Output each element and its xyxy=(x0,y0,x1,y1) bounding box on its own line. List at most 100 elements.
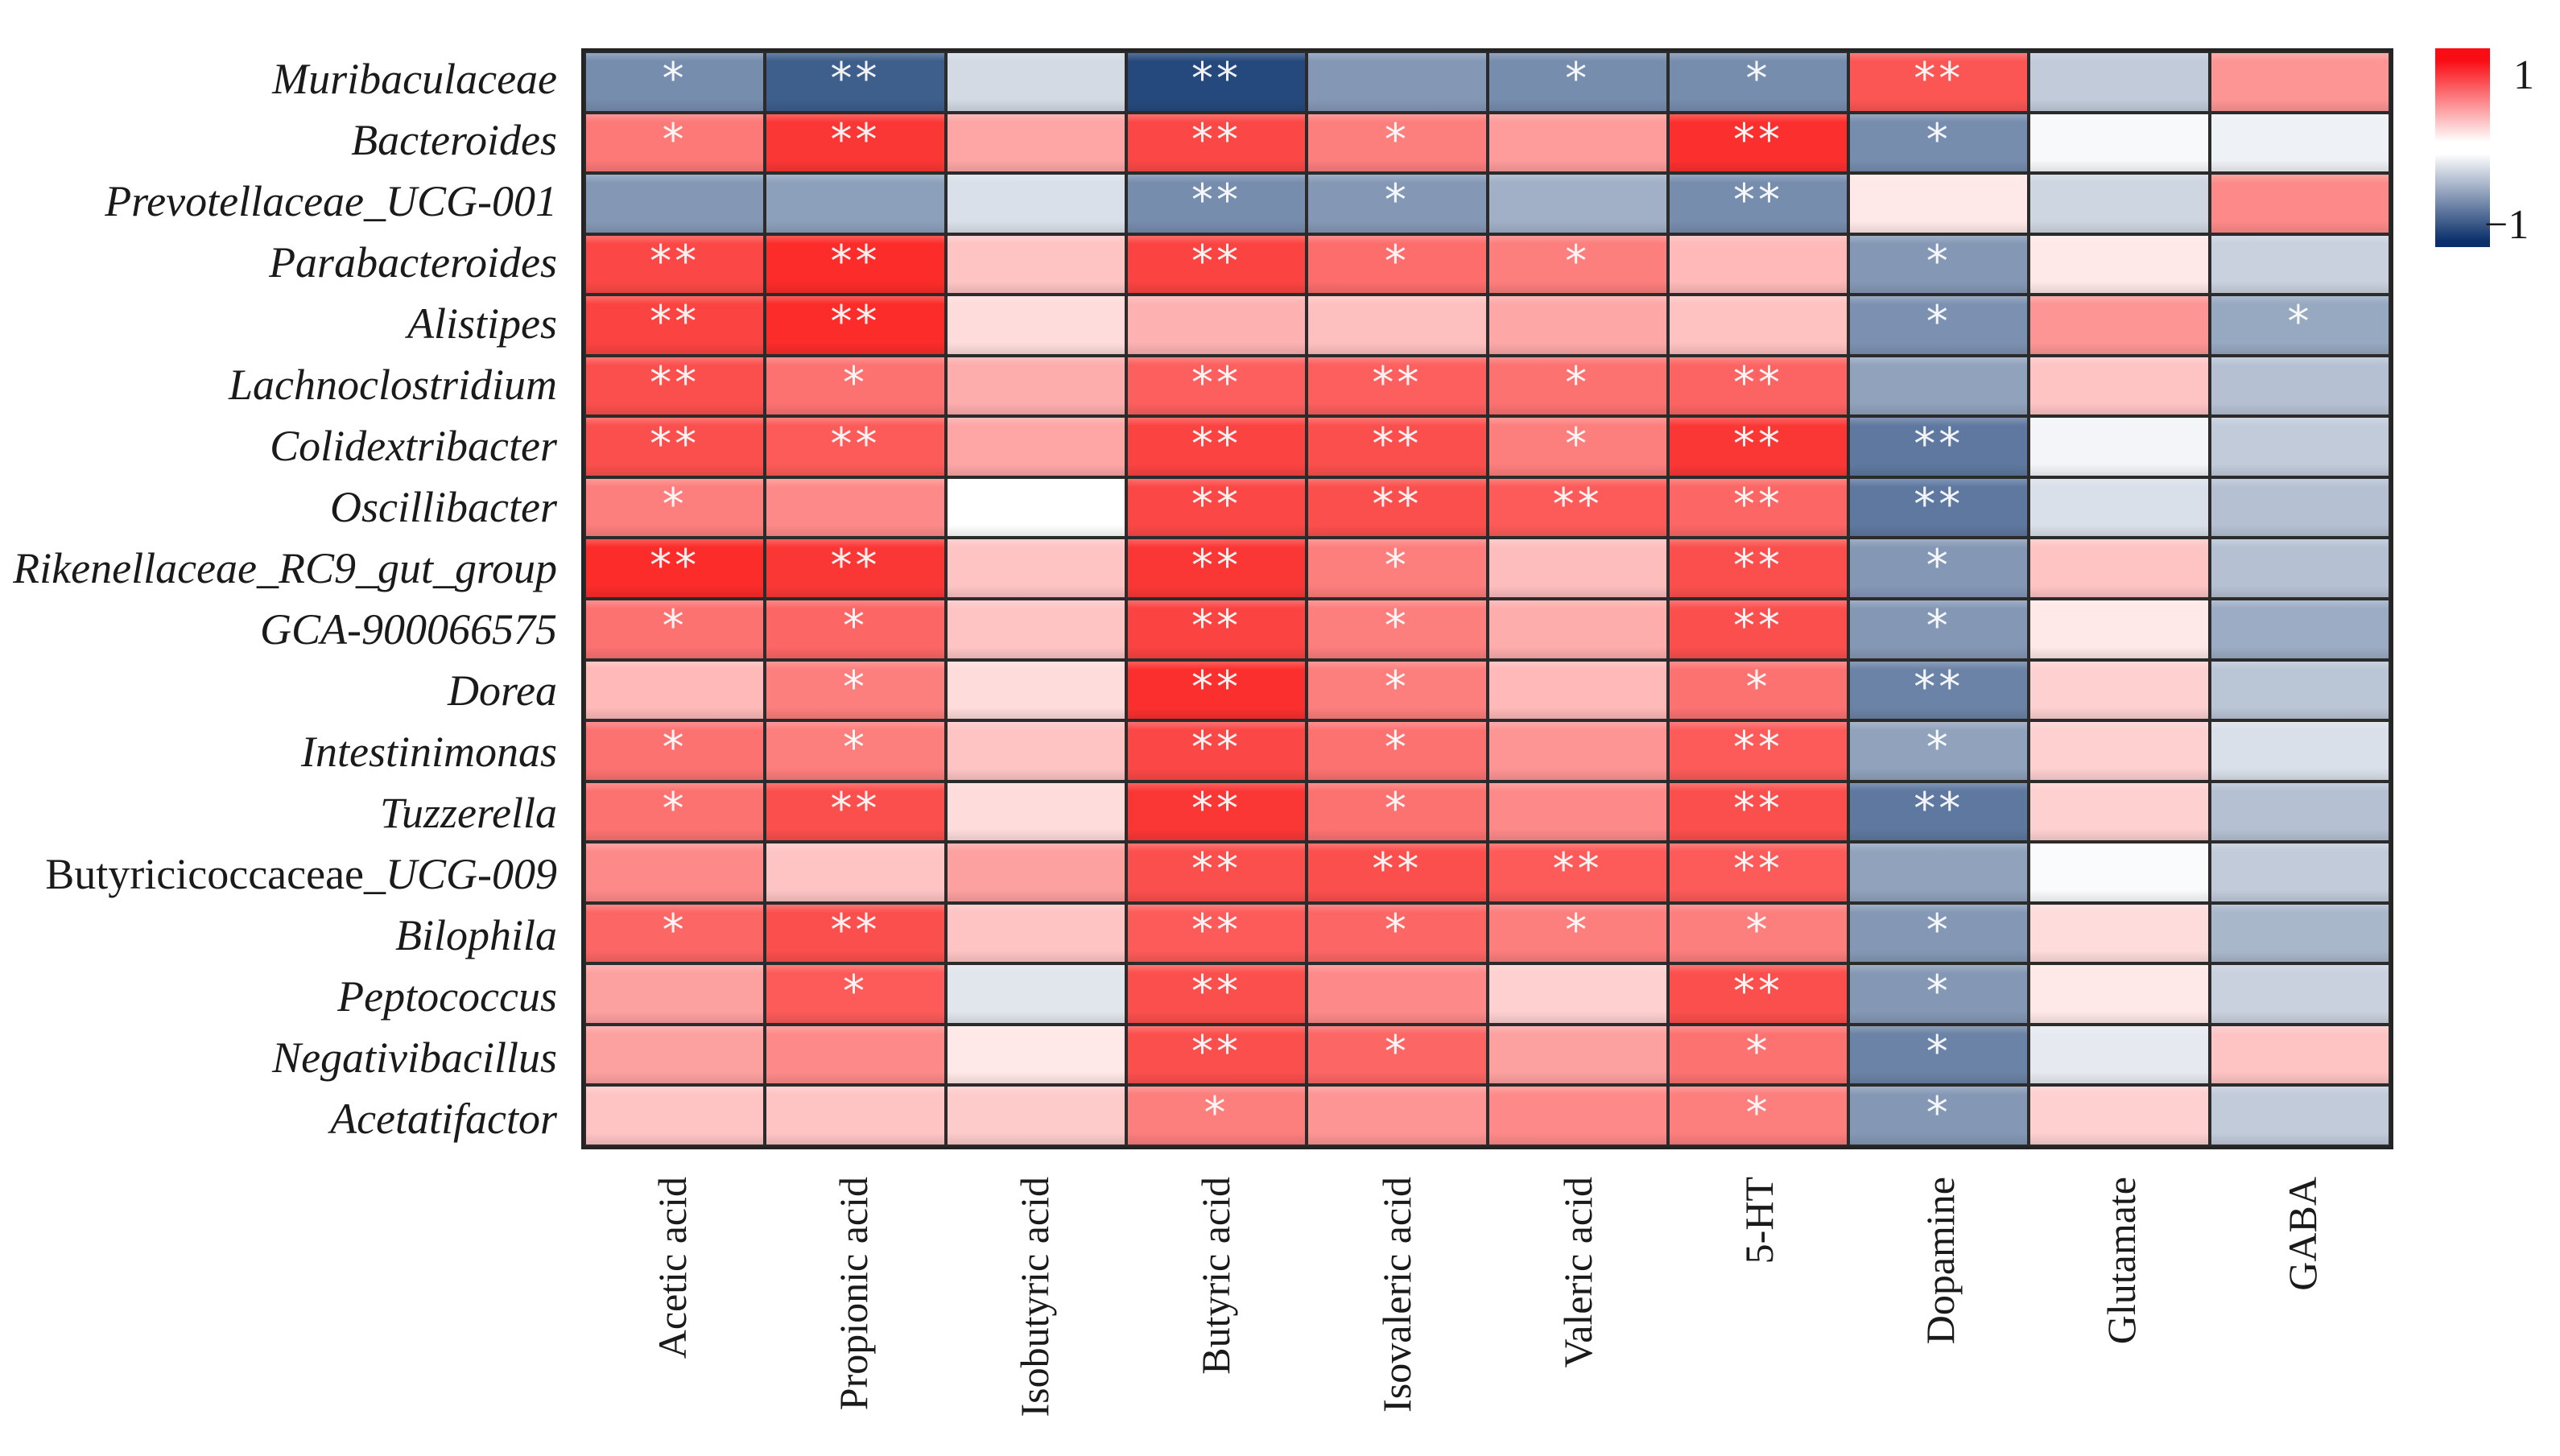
heatmap-cell: * xyxy=(1125,1085,1307,1146)
significance-stars: ** xyxy=(1372,357,1422,409)
heatmap-cell xyxy=(1848,173,2029,234)
heatmap-cell xyxy=(2029,233,2210,295)
heatmap-cell: ** xyxy=(1848,476,2029,538)
heatmap-cell: * xyxy=(765,720,946,782)
significance-stars: * xyxy=(1926,113,1951,165)
column-label: Isovaleric acid xyxy=(1373,1177,1419,1413)
heatmap-cell: * xyxy=(1487,416,1668,477)
heatmap-cell xyxy=(1848,842,2029,903)
heatmap-cell: * xyxy=(1307,599,1488,660)
heatmap-cell xyxy=(765,1024,946,1086)
heatmap-cell xyxy=(2029,112,2210,174)
heatmap-cell: ** xyxy=(1667,720,1849,782)
heatmap-cell: ** xyxy=(1307,416,1488,477)
significance-stars: ** xyxy=(830,782,881,834)
heatmap-cell: * xyxy=(1667,52,1849,113)
heatmap-cell: * xyxy=(1487,902,1668,964)
significance-stars: * xyxy=(1384,235,1410,287)
significance-stars: * xyxy=(1926,235,1951,287)
heatmap-cell xyxy=(945,416,1126,477)
heatmap-cell: ** xyxy=(1667,476,1849,538)
heatmap-cell xyxy=(2209,599,2390,660)
significance-stars: ** xyxy=(1732,843,1783,895)
heatmap-cell xyxy=(945,1024,1126,1086)
heatmap-cell xyxy=(1487,1085,1668,1146)
significance-stars: * xyxy=(1565,905,1591,956)
heatmap-cell: ** xyxy=(584,295,766,356)
heatmap-cell: * xyxy=(1307,720,1488,782)
heatmap-cell: * xyxy=(1848,720,2029,782)
significance-stars: * xyxy=(1565,235,1591,287)
significance-stars: ** xyxy=(1191,722,1242,773)
heatmap-cell: * xyxy=(1848,1024,2029,1086)
heatmap-cell: ** xyxy=(765,416,946,477)
significance-stars: ** xyxy=(650,418,700,469)
heatmap-cell: ** xyxy=(1125,355,1307,417)
heatmap-cell: ** xyxy=(1125,476,1307,538)
row-label: Muribaculaceae xyxy=(272,55,557,103)
heatmap-cell xyxy=(2209,355,2390,417)
heatmap-cell: * xyxy=(765,963,946,1025)
heatmap-cell: * xyxy=(1307,781,1488,843)
significance-stars: ** xyxy=(830,539,881,591)
significance-stars: ** xyxy=(1914,479,1964,530)
row-label: Intestinimonas xyxy=(301,728,557,776)
heatmap-cell: ** xyxy=(765,781,946,843)
heatmap-cell xyxy=(1307,1085,1488,1146)
significance-stars: * xyxy=(662,479,687,530)
significance-stars: * xyxy=(662,600,687,652)
significance-stars: ** xyxy=(1732,965,1783,1017)
significance-stars: * xyxy=(842,965,868,1017)
significance-stars: * xyxy=(1565,53,1591,105)
heatmap-cell: * xyxy=(1848,1085,2029,1146)
significance-stars: * xyxy=(1384,661,1410,712)
heatmap-cell: ** xyxy=(1125,720,1307,782)
significance-stars: * xyxy=(1384,782,1410,834)
heatmap-cell: * xyxy=(1667,1085,1849,1146)
significance-stars: ** xyxy=(1732,479,1783,530)
heatmap-cell xyxy=(2029,295,2210,356)
heatmap-cell: ** xyxy=(584,538,766,599)
heatmap-cell xyxy=(2209,902,2390,964)
heatmap-cell: ** xyxy=(1848,416,2029,477)
heatmap-cell xyxy=(2029,720,2210,782)
row-label: Negativibacillus xyxy=(272,1033,557,1082)
colorbar-min-label: −1 xyxy=(2484,202,2529,248)
heatmap-cell: ** xyxy=(765,538,946,599)
heatmap-cell: ** xyxy=(1667,112,1849,174)
heatmap-cell: * xyxy=(584,52,766,113)
heatmap-cell: ** xyxy=(1125,963,1307,1025)
heatmap-cell xyxy=(945,173,1126,234)
heatmap-cell xyxy=(765,1085,946,1146)
column-label: Valeric acid xyxy=(1555,1177,1601,1368)
heatmap-cell: * xyxy=(765,355,946,417)
heatmap-cell: * xyxy=(1307,112,1488,174)
heatmap-cell xyxy=(1307,963,1488,1025)
significance-stars: ** xyxy=(1191,782,1242,834)
heatmap-cell: ** xyxy=(1307,476,1488,538)
heatmap-cell: ** xyxy=(1667,355,1849,417)
significance-stars: ** xyxy=(1191,661,1242,712)
heatmap-cell: ** xyxy=(1667,781,1849,843)
heatmap-cell xyxy=(584,659,766,721)
column-label: Dopamine xyxy=(1918,1177,1963,1345)
heatmap-cell xyxy=(2209,112,2390,174)
heatmap-cell xyxy=(2029,355,2210,417)
significance-stars: ** xyxy=(1372,479,1422,530)
heatmap-cell xyxy=(2029,902,2210,964)
heatmap-cell xyxy=(2209,476,2390,538)
heatmap-cell xyxy=(2029,1085,2210,1146)
row-label: Peptococcus xyxy=(337,972,557,1021)
significance-stars: ** xyxy=(1191,53,1242,105)
significance-stars: ** xyxy=(1191,357,1242,409)
significance-stars: * xyxy=(1745,661,1771,712)
significance-stars: * xyxy=(1926,722,1951,773)
heatmap-cell xyxy=(765,476,946,538)
heatmap-cell xyxy=(2029,659,2210,721)
heatmap-cell: ** xyxy=(1125,781,1307,843)
heatmap-cell: ** xyxy=(1848,781,2029,843)
heatmap-cell: ** xyxy=(1307,355,1488,417)
significance-stars: ** xyxy=(1191,905,1242,956)
significance-stars: ** xyxy=(1191,539,1242,591)
heatmap-cell: * xyxy=(1667,659,1849,721)
